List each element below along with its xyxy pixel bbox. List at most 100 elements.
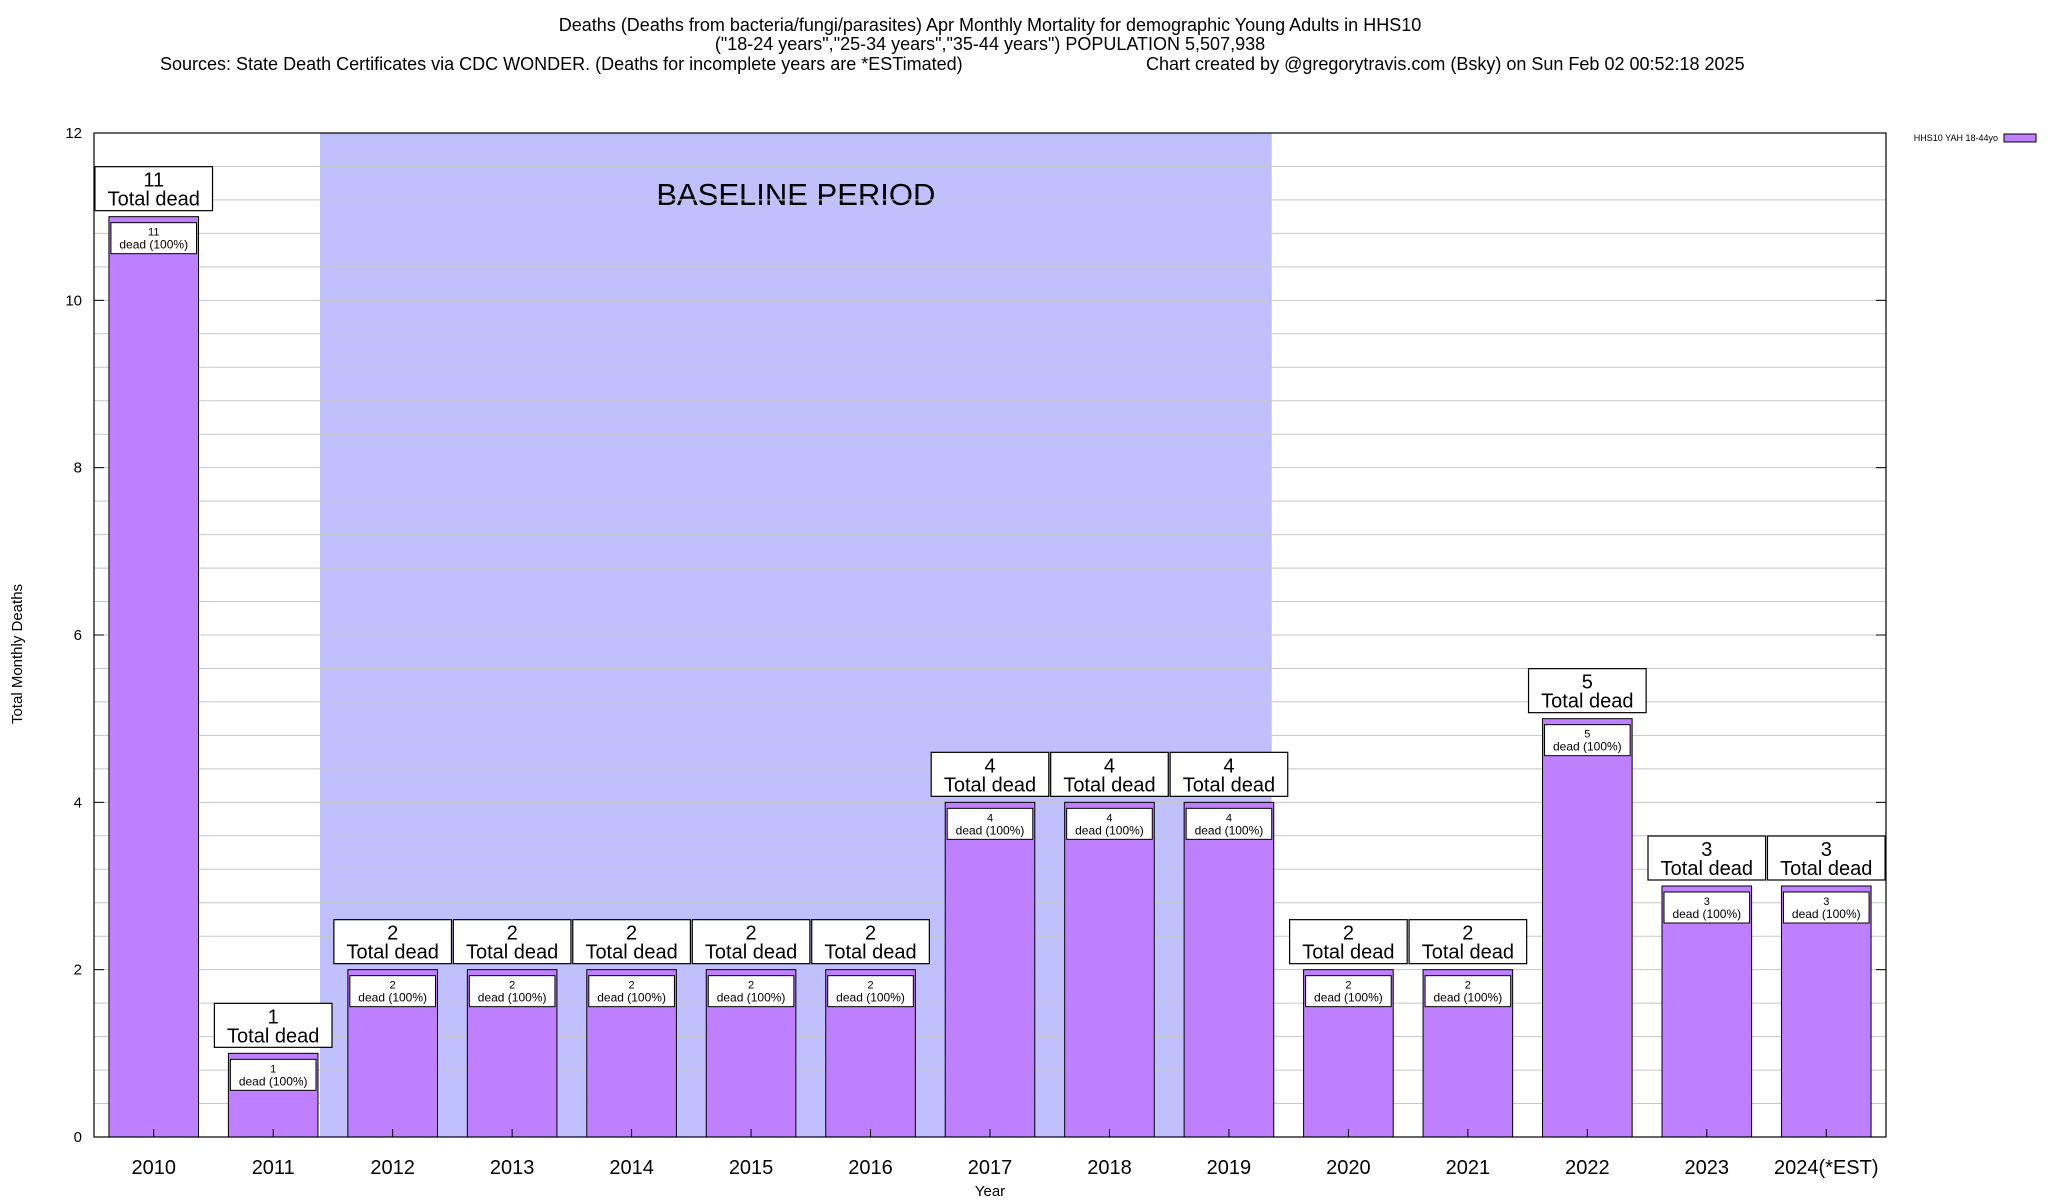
total-label-count: 3 — [1701, 839, 1712, 861]
total-label-count: 11 — [143, 170, 164, 192]
inner-label-box — [1305, 975, 1392, 1008]
inner-label-pct: dead (100%) — [956, 823, 1025, 837]
title-line-3: Sources: State Death Certificates via CD… — [160, 54, 963, 74]
y-tick-label: 6 — [74, 627, 82, 644]
x-tick-label: 2023 — [1685, 1157, 1730, 1179]
total-label-box — [1647, 835, 1767, 881]
x-tick-label: 2019 — [1207, 1157, 1252, 1179]
inner-label-pct: dead (100%) — [119, 238, 188, 252]
x-tick-label: 2010 — [131, 1157, 176, 1179]
total-label-count: 4 — [1223, 755, 1234, 777]
inner-label-count: 4 — [1226, 812, 1232, 824]
x-tick-label: 2024(*EST) — [1774, 1157, 1879, 1179]
y-tick-label: 8 — [74, 460, 82, 477]
inner-label-count: 2 — [1465, 980, 1471, 992]
x-tick-label: 2011 — [252, 1157, 295, 1179]
y-tick-label: 0 — [74, 1129, 82, 1146]
x-tick-label: 2012 — [370, 1157, 415, 1179]
inner-label-count: 3 — [1704, 896, 1710, 908]
total-label-text: Total dead — [466, 942, 558, 964]
total-label-box — [572, 919, 691, 965]
inner-label-count: 2 — [867, 980, 873, 992]
bar-2022 — [1542, 718, 1633, 1138]
inner-label-count: 5 — [1584, 729, 1590, 741]
total-label-count: 2 — [746, 923, 757, 945]
total-label-count: 2 — [507, 923, 518, 945]
total-label-box — [452, 919, 572, 965]
inner-label-box — [1663, 891, 1751, 924]
total-label-count: 2 — [1462, 923, 1473, 945]
inner-label-pct: dead (100%) — [358, 991, 427, 1005]
inner-label-box — [1424, 975, 1512, 1008]
x-tick-label: 2015 — [729, 1157, 774, 1179]
total-label-box — [1169, 751, 1289, 797]
total-label-count: 2 — [387, 923, 398, 945]
inner-label-pct: dead (100%) — [1672, 907, 1741, 921]
total-label-text: Total dead — [1302, 942, 1394, 964]
chart-title: Deaths (Deaths from bacteria/fungi/paras… — [160, 15, 1745, 74]
inner-label-box — [827, 975, 914, 1008]
inner-label-box — [1782, 891, 1870, 924]
total-label-box — [213, 1002, 333, 1048]
inner-label-box — [946, 807, 1034, 840]
inner-label-pct: dead (100%) — [1195, 823, 1264, 837]
inner-label-count: 3 — [1823, 896, 1829, 908]
total-label-box — [1288, 919, 1408, 965]
x-tick-label: 2021 — [1446, 1157, 1491, 1179]
y-tick-label: 10 — [65, 292, 82, 309]
total-label-count: 3 — [1821, 839, 1832, 861]
bar-2023 — [1661, 885, 1753, 1138]
inner-label-box — [1185, 807, 1273, 840]
total-label-text: Total dead — [347, 942, 439, 964]
bar-2010 — [108, 216, 200, 1138]
total-label-box — [1527, 668, 1647, 714]
total-label-text: Total dead — [1661, 858, 1753, 880]
total-label-text: Total dead — [1780, 858, 1872, 880]
inner-label-pct: dead (100%) — [478, 991, 547, 1005]
inner-label-pct: dead (100%) — [1434, 991, 1503, 1005]
total-label-text: Total dead — [108, 189, 200, 211]
inner-label-count: 4 — [987, 812, 993, 824]
y-axis-label: Total Monthly Deaths — [9, 584, 26, 724]
total-label-count: 2 — [626, 923, 637, 945]
total-label-box — [691, 919, 811, 965]
inner-label-box — [468, 975, 556, 1008]
inner-label-box — [1066, 807, 1153, 840]
x-tick-label: 2014 — [609, 1157, 654, 1179]
x-tick-label: 2018 — [1087, 1157, 1132, 1179]
inner-label-box — [110, 222, 198, 255]
bar-2018 — [1064, 801, 1155, 1138]
inner-label-pct: dead (100%) — [1314, 991, 1383, 1005]
inner-label-pct: dead (100%) — [1792, 907, 1861, 921]
inner-label-box — [229, 1058, 317, 1091]
total-label-text: Total dead — [944, 774, 1036, 796]
inner-label-pct: dead (100%) — [1553, 740, 1622, 754]
title-line-2: ("18-24 years","25-34 years","35-44 year… — [715, 34, 1265, 54]
total-label-box — [94, 166, 214, 212]
inner-label-count: 2 — [390, 980, 396, 992]
total-label-box — [1766, 835, 1886, 881]
total-label-box — [930, 751, 1050, 797]
legend-label: HHS10 YAH 18-44yo — [1914, 133, 1998, 143]
inner-label-count: 2 — [1345, 980, 1351, 992]
total-label-count: 4 — [984, 755, 995, 777]
